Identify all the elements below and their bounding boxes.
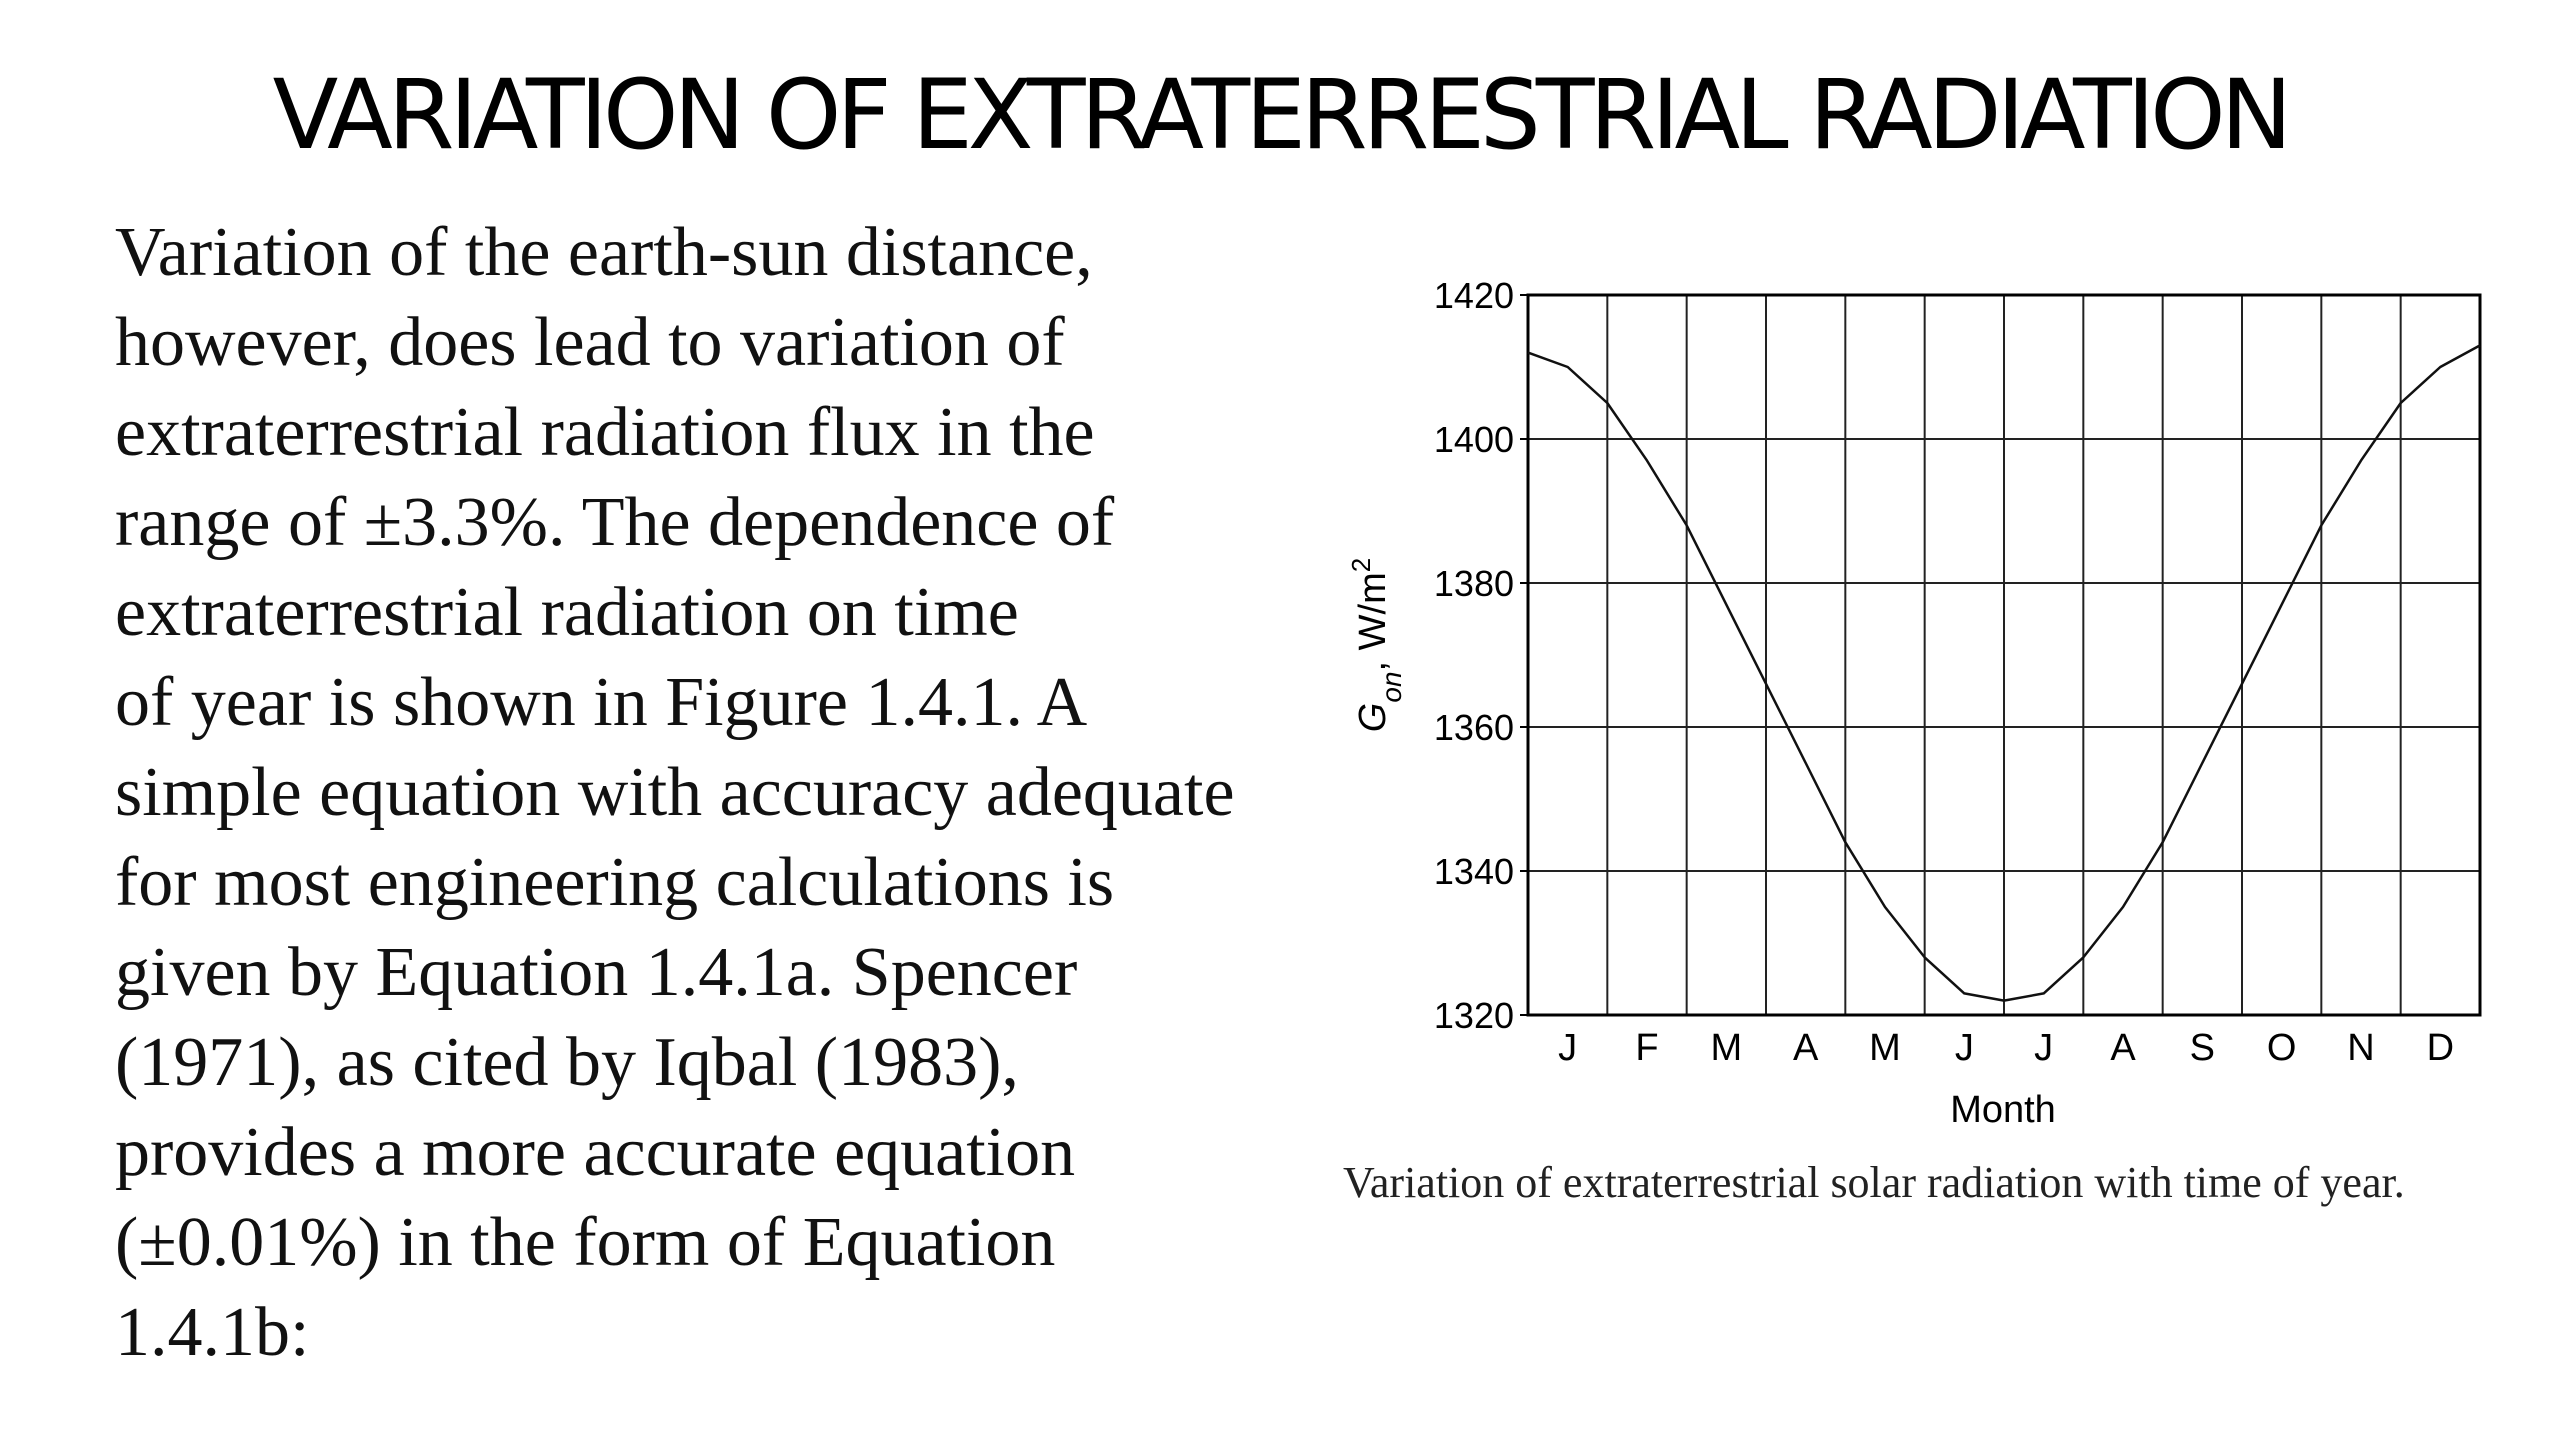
x-tick-label: J bbox=[1955, 1027, 1974, 1069]
body-line: 1.4.1b: bbox=[115, 1294, 310, 1371]
x-tick-label: F bbox=[1635, 1027, 1658, 1069]
axes bbox=[1520, 293, 2482, 1017]
body-line: extraterrestrial radiation on time bbox=[115, 574, 1019, 651]
y-tick-label: 1380 bbox=[1434, 563, 1514, 604]
body-line: however, does lead to variation of bbox=[115, 304, 1065, 381]
body-line: provides a more accurate equation bbox=[115, 1114, 1076, 1191]
grid bbox=[1528, 295, 2480, 1015]
x-tick-label: N bbox=[2347, 1027, 2374, 1069]
x-tick-label: M bbox=[1869, 1027, 1901, 1069]
x-axis-label: Month bbox=[1950, 1089, 2056, 1131]
x-tick-label: S bbox=[2190, 1027, 2215, 1069]
y-label-superscript: 2 bbox=[1346, 558, 1376, 572]
figure-caption: Variation of extraterrestrial solar radi… bbox=[1343, 1158, 2405, 1207]
slide-title: VARIATION OF EXTRATERRESTRIAL RADIATION bbox=[272, 59, 2293, 171]
y-tick-label: 1420 bbox=[1434, 275, 1514, 316]
radiation-curve bbox=[1527, 344, 2481, 1002]
body-text: Variation of the earth-sun distance, how… bbox=[115, 208, 1345, 1378]
body-line: extraterrestrial radiation flux in the bbox=[115, 394, 1095, 471]
y-label-symbol: G bbox=[1352, 703, 1394, 733]
y-label-units: , W/m bbox=[1352, 572, 1394, 671]
x-tick-label: J bbox=[1558, 1027, 1577, 1069]
body-line: range of ±3.3%. The dependence of bbox=[115, 484, 1115, 561]
series-layer bbox=[1527, 344, 2481, 1002]
x-tick-label: M bbox=[1711, 1027, 1743, 1069]
body-line: for most engineering calculations is bbox=[115, 844, 1115, 921]
x-tick-label: A bbox=[2110, 1027, 2136, 1069]
y-tick-label: 1340 bbox=[1434, 851, 1514, 892]
body-line: of year is shown in Figure 1.4.1. A bbox=[115, 664, 1088, 741]
x-tick-label: J bbox=[2034, 1027, 2053, 1069]
body-line: given by Equation 1.4.1a. Spencer bbox=[115, 934, 1078, 1011]
body-line: simple equation with accuracy adequate bbox=[115, 754, 1235, 831]
body-line: (±0.01%) in the form of Equation bbox=[115, 1204, 1056, 1281]
y-tick-label: 1400 bbox=[1434, 419, 1514, 460]
body-line: (1971), as cited by Iqbal (1983), bbox=[115, 1024, 1019, 1101]
y-label-subscript: on bbox=[1376, 671, 1407, 702]
plot-frame bbox=[1526, 293, 2482, 1017]
y-tick-label: 1360 bbox=[1434, 707, 1514, 748]
y-tick-labels: 1320 1340 1360 1380 1400 1420 bbox=[1434, 275, 1514, 1036]
x-tick-label: A bbox=[1793, 1027, 1819, 1069]
body-line: Variation of the earth-sun distance, bbox=[115, 214, 1093, 291]
y-tick-label: 1320 bbox=[1434, 995, 1514, 1036]
radiation-chart: 1320 1340 1360 1380 1400 1420 J F M A M J J A S O N D Mo… bbox=[1346, 275, 2482, 1131]
x-tick-label: D bbox=[2427, 1027, 2454, 1069]
x-tick-label: O bbox=[2267, 1027, 2297, 1069]
y-axis-label: Gon, W/m2 bbox=[1346, 558, 1407, 732]
